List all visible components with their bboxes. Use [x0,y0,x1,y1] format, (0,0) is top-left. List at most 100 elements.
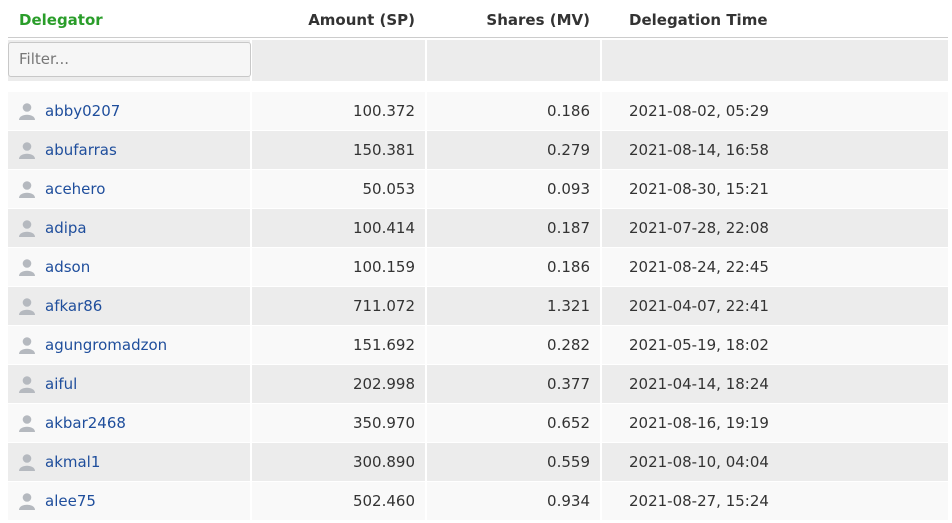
delegator-link[interactable]: acehero [45,180,106,198]
amount: 150.381 [352,141,415,159]
delegator-link[interactable]: afkar86 [45,297,103,315]
row-cell-bg [252,131,425,169]
user-icon [18,492,36,510]
row-cell-bg [8,248,250,286]
delegator-link[interactable]: adson [45,258,91,276]
row-cell-bg [602,92,948,130]
row-cell-bg [252,404,425,442]
amount: 300.890 [352,453,415,471]
delegation-time: 2021-08-16, 19:19 [629,414,769,432]
user-icon [18,219,36,237]
header-border [8,37,948,38]
row-cell-bg [252,248,425,286]
column-header[interactable]: Delegation Time [629,11,768,29]
amount: 100.159 [352,258,415,276]
filter-cell [602,40,948,81]
shares: 0.377 [547,375,590,393]
column-header[interactable]: Shares (MV) [486,11,590,29]
delegator-link[interactable]: abufarras [45,141,117,159]
shares: 0.279 [547,141,590,159]
user-icon [18,336,36,354]
filter-cell [252,40,425,81]
amount: 100.414 [352,219,415,237]
shares: 0.934 [547,492,590,510]
amount: 350.970 [352,414,415,432]
row-cell-bg [252,170,425,208]
shares: 0.282 [547,336,590,354]
row-cell-bg [252,287,425,325]
delegation-time: 2021-07-28, 22:08 [629,219,769,237]
row-cell-bg [8,482,250,520]
user-icon [18,141,36,159]
row-cell-bg [602,404,948,442]
delegator-link[interactable]: akmal1 [45,453,101,471]
user-icon [18,102,36,120]
row-cell-bg [602,248,948,286]
row-cell-bg [427,248,600,286]
user-icon [18,180,36,198]
row-cell-bg [602,287,948,325]
row-cell-bg [427,131,600,169]
user-icon [18,297,36,315]
delegation-time: 2021-08-02, 05:29 [629,102,769,120]
shares: 0.652 [547,414,590,432]
row-cell-bg [252,365,425,403]
amount: 50.053 [362,180,416,198]
user-icon [18,258,36,276]
amount: 202.998 [352,375,415,393]
shares: 0.186 [547,258,590,276]
column-header[interactable]: Delegator [19,11,103,29]
user-icon [18,414,36,432]
row-cell-bg [602,131,948,169]
delegator-link[interactable]: aiful [45,375,78,393]
row-cell-bg [8,443,250,481]
delegator-link[interactable]: abby0207 [45,102,121,120]
row-cell-bg [252,326,425,364]
row-cell-bg [8,170,250,208]
shares: 0.559 [547,453,590,471]
shares: 0.187 [547,219,590,237]
row-cell-bg [8,131,250,169]
row-cell-bg [8,92,250,130]
row-cell-bg [427,404,600,442]
delegation-time: 2021-08-30, 15:21 [629,180,769,198]
delegation-time: 2021-08-10, 04:04 [629,453,769,471]
amount: 151.692 [352,336,415,354]
amount: 711.072 [352,297,415,315]
row-cell-bg [602,170,948,208]
row-cell-bg [427,209,600,247]
delegation-time: 2021-08-24, 22:45 [629,258,769,276]
row-cell-bg [427,287,600,325]
row-cell-bg [8,404,250,442]
filter-input[interactable]: Filter... [8,42,251,77]
row-cell-bg [8,287,250,325]
row-cell-bg [602,326,948,364]
row-cell-bg [427,443,600,481]
row-cell-bg [8,326,250,364]
filter-cell [427,40,600,81]
row-cell-bg [427,482,600,520]
delegator-link[interactable]: adipa [45,219,87,237]
row-cell-bg [602,443,948,481]
delegation-time: 2021-04-14, 18:24 [629,375,769,393]
delegator-link[interactable]: akbar2468 [45,414,126,432]
row-cell-bg [252,443,425,481]
row-cell-bg [252,92,425,130]
row-cell-bg [427,92,600,130]
row-cell-bg [427,365,600,403]
row-cell-bg [252,209,425,247]
delegation-time: 2021-04-07, 22:41 [629,297,769,315]
row-cell-bg [8,209,250,247]
delegation-time: 2021-08-27, 15:24 [629,492,769,510]
row-cell-bg [602,209,948,247]
row-cell-bg [8,365,250,403]
delegation-time: 2021-05-19, 18:02 [629,336,769,354]
delegator-link[interactable]: alee75 [45,492,96,510]
row-cell-bg [427,326,600,364]
amount: 100.372 [352,102,415,120]
column-header[interactable]: Amount (SP) [308,11,415,29]
row-cell-bg [427,170,600,208]
delegator-link[interactable]: agungromadzon [45,336,168,354]
delegation-time: 2021-08-14, 16:58 [629,141,769,159]
